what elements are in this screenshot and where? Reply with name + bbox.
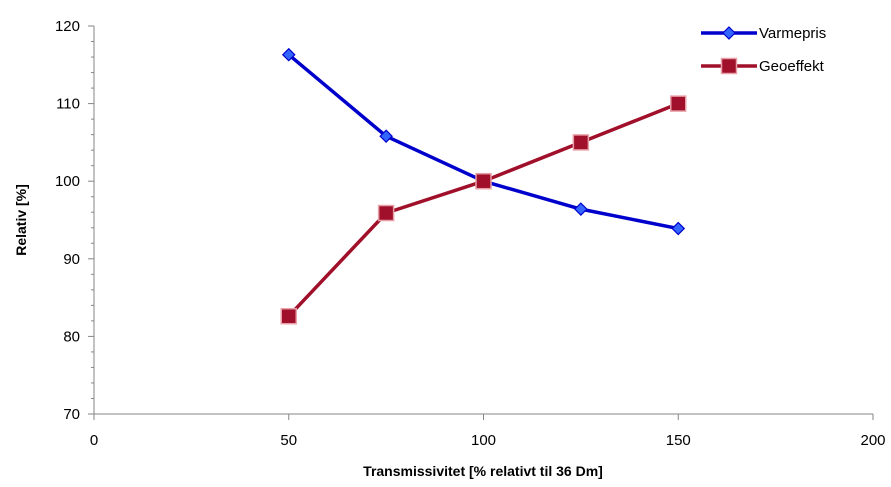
series-varmepris [281, 47, 686, 236]
data-point [280, 307, 297, 325]
y-axis-title: Relativ [%] [13, 184, 29, 256]
series-line [287, 53, 679, 231]
series-line [287, 101, 679, 318]
x-tick-label: 50 [280, 432, 297, 449]
data-point [281, 47, 296, 62]
series-group [280, 47, 687, 325]
y-tick-label: 110 [56, 96, 80, 113]
y-tick-label: 100 [55, 173, 80, 190]
y-tick-label: 120 [55, 18, 80, 35]
tick-labels: 70 80 90 100 110 120 0 50 100 150 200 [55, 18, 886, 449]
y-tick-label: 90 [63, 251, 80, 268]
data-point [670, 95, 687, 112]
legend-item: Geoeffekt [701, 57, 825, 75]
data-point [574, 202, 588, 216]
axes [88, 25, 874, 420]
data-point [379, 129, 393, 144]
legend: Varmepris Geoeffekt [701, 25, 826, 75]
legend-label: Geoeffekt [759, 58, 825, 75]
legend-item: Varmepris [701, 25, 826, 42]
legend-label: Varmepris [759, 25, 826, 42]
x-tick-label: 200 [860, 432, 885, 449]
x-tick-label: 100 [471, 432, 496, 449]
data-point [377, 204, 395, 222]
y-tick-label: 80 [63, 328, 80, 345]
x-tick-label: 0 [90, 432, 98, 449]
y-tick-label: 70 [63, 406, 80, 423]
data-point [572, 134, 590, 151]
legend-marker [722, 26, 736, 40]
data-point [475, 172, 492, 190]
legend-marker [720, 57, 738, 75]
x-axis-title: Transmissivitet [% relativt til 36 Dm] [363, 463, 603, 479]
series-geoeffekt [280, 95, 687, 325]
data-point [671, 221, 686, 236]
x-tick-label: 150 [666, 432, 691, 449]
